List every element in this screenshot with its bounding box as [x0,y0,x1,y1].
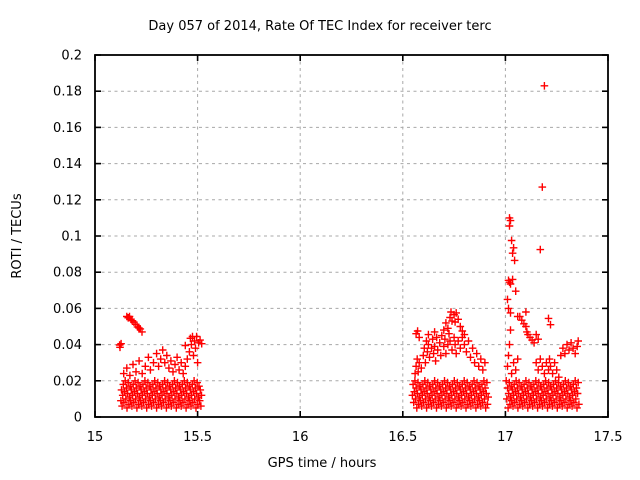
y-axis-label: ROTI / TECUs [10,193,25,278]
svg-text:0.08: 0.08 [53,266,82,281]
svg-text:0.2: 0.2 [61,49,82,64]
svg-text:0.12: 0.12 [53,193,82,208]
svg-text:0.02: 0.02 [53,374,82,389]
svg-text:0.1: 0.1 [61,230,82,245]
svg-text:16.5: 16.5 [388,430,417,445]
svg-text:0.06: 0.06 [53,302,82,317]
data-points-layer [115,82,583,412]
tick-marks-layer [94,54,609,418]
svg-text:0.18: 0.18 [53,85,82,100]
svg-text:0.16: 0.16 [53,121,82,136]
scatter-points [115,82,583,412]
svg-text:15: 15 [87,430,104,445]
grid-layer [95,55,608,417]
svg-text:0.14: 0.14 [53,157,82,172]
plot-border [94,54,609,418]
tick-labels-layer: 15 15.5 16 16.5 17 17.5 0 0.02 0.04 0.06 0.08 0.1 0.… [53,49,622,446]
svg-text:15.5: 15.5 [183,430,212,445]
svg-text:17.5: 17.5 [594,430,623,445]
svg-text:0: 0 [74,411,82,426]
svg-text:0.04: 0.04 [53,338,82,353]
chart-title: Day 057 of 2014, Rate Of TEC Index for r… [148,19,491,34]
svg-text:16: 16 [292,430,309,445]
svg-text:17: 17 [497,430,514,445]
x-axis-label: GPS time / hours [268,456,377,471]
